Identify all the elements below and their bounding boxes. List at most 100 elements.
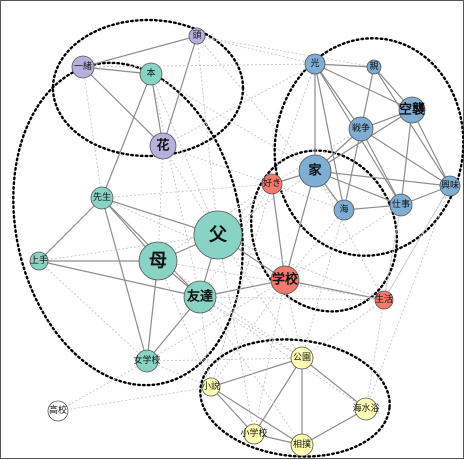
node-circle-sea-bathing xyxy=(354,397,378,421)
edge-home-life xyxy=(314,170,385,301)
edge-skilled-father xyxy=(38,234,219,262)
edge-head-relative xyxy=(196,35,375,68)
node-label-work: 仕事 xyxy=(392,198,410,210)
node-label-school: 学校 xyxy=(272,272,299,288)
node-circle-light xyxy=(304,53,326,75)
node-label-home: 家 xyxy=(308,163,322,179)
edge-life-sea-bathing xyxy=(365,299,385,410)
node-book: 本 xyxy=(139,62,163,86)
node-label-teacher: 先生 xyxy=(93,191,111,203)
edge-skilled-girls-school xyxy=(38,260,148,362)
node-elementary-school: 小学校 xyxy=(240,423,268,445)
edge-father-elementary-school xyxy=(217,234,255,435)
node-label-light: 光 xyxy=(310,57,319,69)
edge-sea-park xyxy=(301,209,345,359)
edge-friend-park xyxy=(199,296,303,359)
cluster-middle-outline xyxy=(250,149,398,313)
node-circle-sea xyxy=(333,199,355,221)
node-circle-head xyxy=(188,27,206,45)
node-circle-interest xyxy=(439,175,461,197)
node-high-school: 高校 xyxy=(47,400,69,422)
edge-friend-skilled xyxy=(38,260,201,298)
node-relative: 親 xyxy=(366,59,382,75)
edge-school-work xyxy=(284,204,402,281)
node-label-like: 好き xyxy=(263,177,281,189)
edge-like-sea xyxy=(271,183,345,211)
edge-flower-mother xyxy=(157,145,164,262)
edge-school-life xyxy=(284,279,385,301)
node-circle-girls-school xyxy=(135,349,159,373)
edge-like-light xyxy=(271,63,316,185)
node-novel: 小説 xyxy=(201,377,221,397)
node-circle-book xyxy=(139,62,163,86)
node-label-girls-school: 女学校 xyxy=(133,354,160,366)
edge-friend-life xyxy=(199,296,385,301)
node-circle-like xyxy=(261,173,283,195)
node-sea: 海 xyxy=(333,199,355,221)
edge-light-sea xyxy=(314,63,345,211)
cluster-top-left-outline xyxy=(51,18,245,158)
node-skilled: 上手 xyxy=(29,251,49,271)
node-circle-friend xyxy=(183,280,217,314)
edge-air-raid-interest xyxy=(411,109,451,187)
edge-mother-park xyxy=(157,260,303,359)
node-label-life: 生活 xyxy=(375,293,393,305)
node-circle-life xyxy=(374,290,394,310)
node-label-high-school: 高校 xyxy=(49,404,67,416)
edge-like-novel xyxy=(210,183,273,388)
edge-park-elementary-school xyxy=(253,357,303,435)
edge-war-work xyxy=(360,128,402,206)
node-air-raid: 空襲 xyxy=(398,96,426,124)
edge-girls-school-high-school xyxy=(57,360,148,412)
node-circle-home xyxy=(298,154,332,188)
node-circle-high-school xyxy=(47,400,69,422)
node-school: 学校 xyxy=(270,265,300,295)
edge-life-park xyxy=(301,299,385,359)
node-label-air-raid: 空襲 xyxy=(399,102,426,118)
node-label-book: 本 xyxy=(146,67,155,79)
node-mother: 母 xyxy=(138,241,178,281)
node-home: 家 xyxy=(298,154,332,188)
node-head: 頭 xyxy=(188,27,206,45)
edge-school-sea xyxy=(284,209,345,281)
node-circle-mother xyxy=(138,241,178,281)
node-circle-together xyxy=(71,55,95,79)
node-circle-elementary-school xyxy=(243,423,265,445)
edge-elementary-school-school xyxy=(253,279,286,435)
cluster-top-right-outline xyxy=(273,37,464,257)
node-label-mother: 母 xyxy=(149,251,167,272)
node-circle-skilled xyxy=(29,251,49,271)
edge-relative-interest xyxy=(373,66,451,187)
node-war: 戦争 xyxy=(348,116,374,142)
node-girls-school: 女学校 xyxy=(133,349,161,373)
node-interest: 興味 xyxy=(439,175,461,197)
edge-girls-school-park xyxy=(146,357,303,362)
edge-home-interest xyxy=(314,170,451,187)
edge-work-life xyxy=(383,204,402,301)
node-light: 光 xyxy=(304,53,326,75)
node-circle-flower xyxy=(149,132,177,160)
edge-novel-sumo xyxy=(210,386,303,446)
node-friend: 友達 xyxy=(183,280,217,314)
node-label-war: 戦争 xyxy=(352,122,370,134)
node-label-sea-bathing: 海水浴 xyxy=(352,402,379,414)
edge-together-flower xyxy=(82,66,164,147)
edge-flower-like xyxy=(162,145,273,185)
edge-together-head xyxy=(82,35,198,68)
edge-novel-elementary-school xyxy=(210,386,255,435)
node-label-interest: 興味 xyxy=(441,179,459,191)
node-together: 一緒 xyxy=(71,55,95,79)
node-circle-novel xyxy=(201,377,221,397)
edge-park-sea-bathing xyxy=(301,357,367,410)
node-sumo: 相撲 xyxy=(290,433,314,457)
edge-park-novel xyxy=(210,357,303,388)
node-circle-sumo xyxy=(290,433,314,457)
node-like: 好き xyxy=(261,173,283,195)
edge-father-home xyxy=(217,170,316,236)
edge-girls-school-teacher xyxy=(101,197,148,362)
edge-friend-sumo xyxy=(199,296,303,446)
edge-together-teacher xyxy=(82,66,103,199)
